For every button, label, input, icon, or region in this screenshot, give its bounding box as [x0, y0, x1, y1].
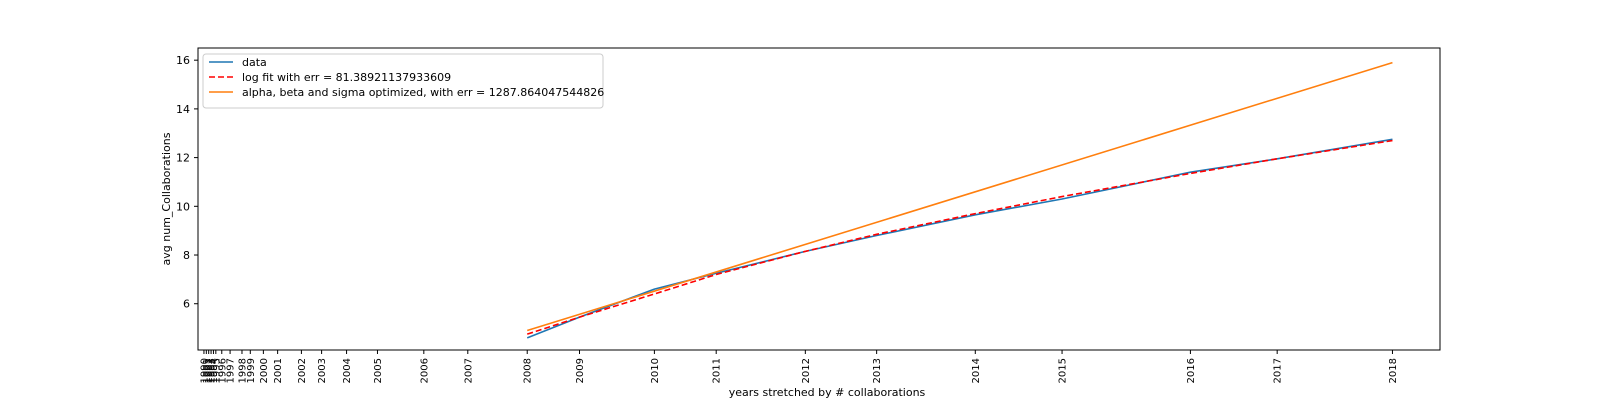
- legend-label-2: alpha, beta and sigma optimized, with er…: [242, 86, 604, 99]
- x-tick-label: 2009: [575, 358, 586, 383]
- x-tick-label: 2004: [342, 358, 353, 383]
- y-tick-label: 8: [183, 249, 190, 262]
- y-axis-label: avg num_Collaborations: [160, 132, 173, 265]
- x-tick-label: 2000: [259, 358, 270, 383]
- x-tick-label: 1990: [199, 358, 210, 383]
- plot-frame: [197, 47, 1441, 351]
- y-tick-label: 12: [176, 152, 190, 165]
- x-tick-label: 2011: [712, 358, 723, 383]
- series-line-2: [526, 61, 1393, 332]
- series-line-1: [526, 139, 1393, 335]
- x-tick-label: 2018: [1388, 358, 1399, 383]
- x-tick-label: 1994: [209, 358, 220, 383]
- x-tick-label: 2012: [801, 358, 812, 383]
- legend-box: [202, 53, 604, 109]
- x-tick-label: 2010: [650, 358, 661, 383]
- x-tick-label: 2016: [1186, 358, 1197, 383]
- y-tick-label: 14: [176, 103, 190, 116]
- x-tick-label: 1999: [246, 358, 257, 383]
- x-tick-label: 1998: [237, 358, 248, 383]
- x-tick-label: 1993: [207, 358, 218, 383]
- x-tick-label: 1992: [204, 358, 215, 383]
- x-tick-label: 2001: [273, 358, 284, 383]
- y-tick-label: 10: [176, 200, 190, 213]
- x-tick-label: 2017: [1273, 358, 1284, 383]
- y-tick-label: 6: [183, 298, 190, 311]
- y-tick-label: 16: [176, 54, 190, 67]
- x-tick-label: 2003: [317, 358, 328, 383]
- x-tick-label: 2015: [1058, 358, 1069, 383]
- legend-label-0: data: [242, 56, 267, 69]
- x-tick-label: 1991: [202, 358, 213, 383]
- x-tick-label: 2008: [523, 358, 534, 383]
- x-axis-label: years stretched by # collaborations: [729, 386, 926, 399]
- x-tick-label: 1995: [211, 358, 222, 383]
- x-tick-label: 2005: [373, 358, 384, 383]
- x-tick-label: 1996: [217, 358, 228, 383]
- x-tick-label: 2007: [463, 358, 474, 383]
- x-tick-label: 1997: [226, 358, 237, 383]
- series-line-0: [526, 138, 1393, 339]
- x-tick-label: 2014: [971, 358, 982, 383]
- x-tick-label: 2006: [419, 358, 430, 383]
- legend-label-1: log fit with err = 81.38921137933609: [242, 71, 451, 84]
- x-tick-label: 2013: [872, 358, 883, 383]
- x-tick-label: 2002: [297, 358, 308, 383]
